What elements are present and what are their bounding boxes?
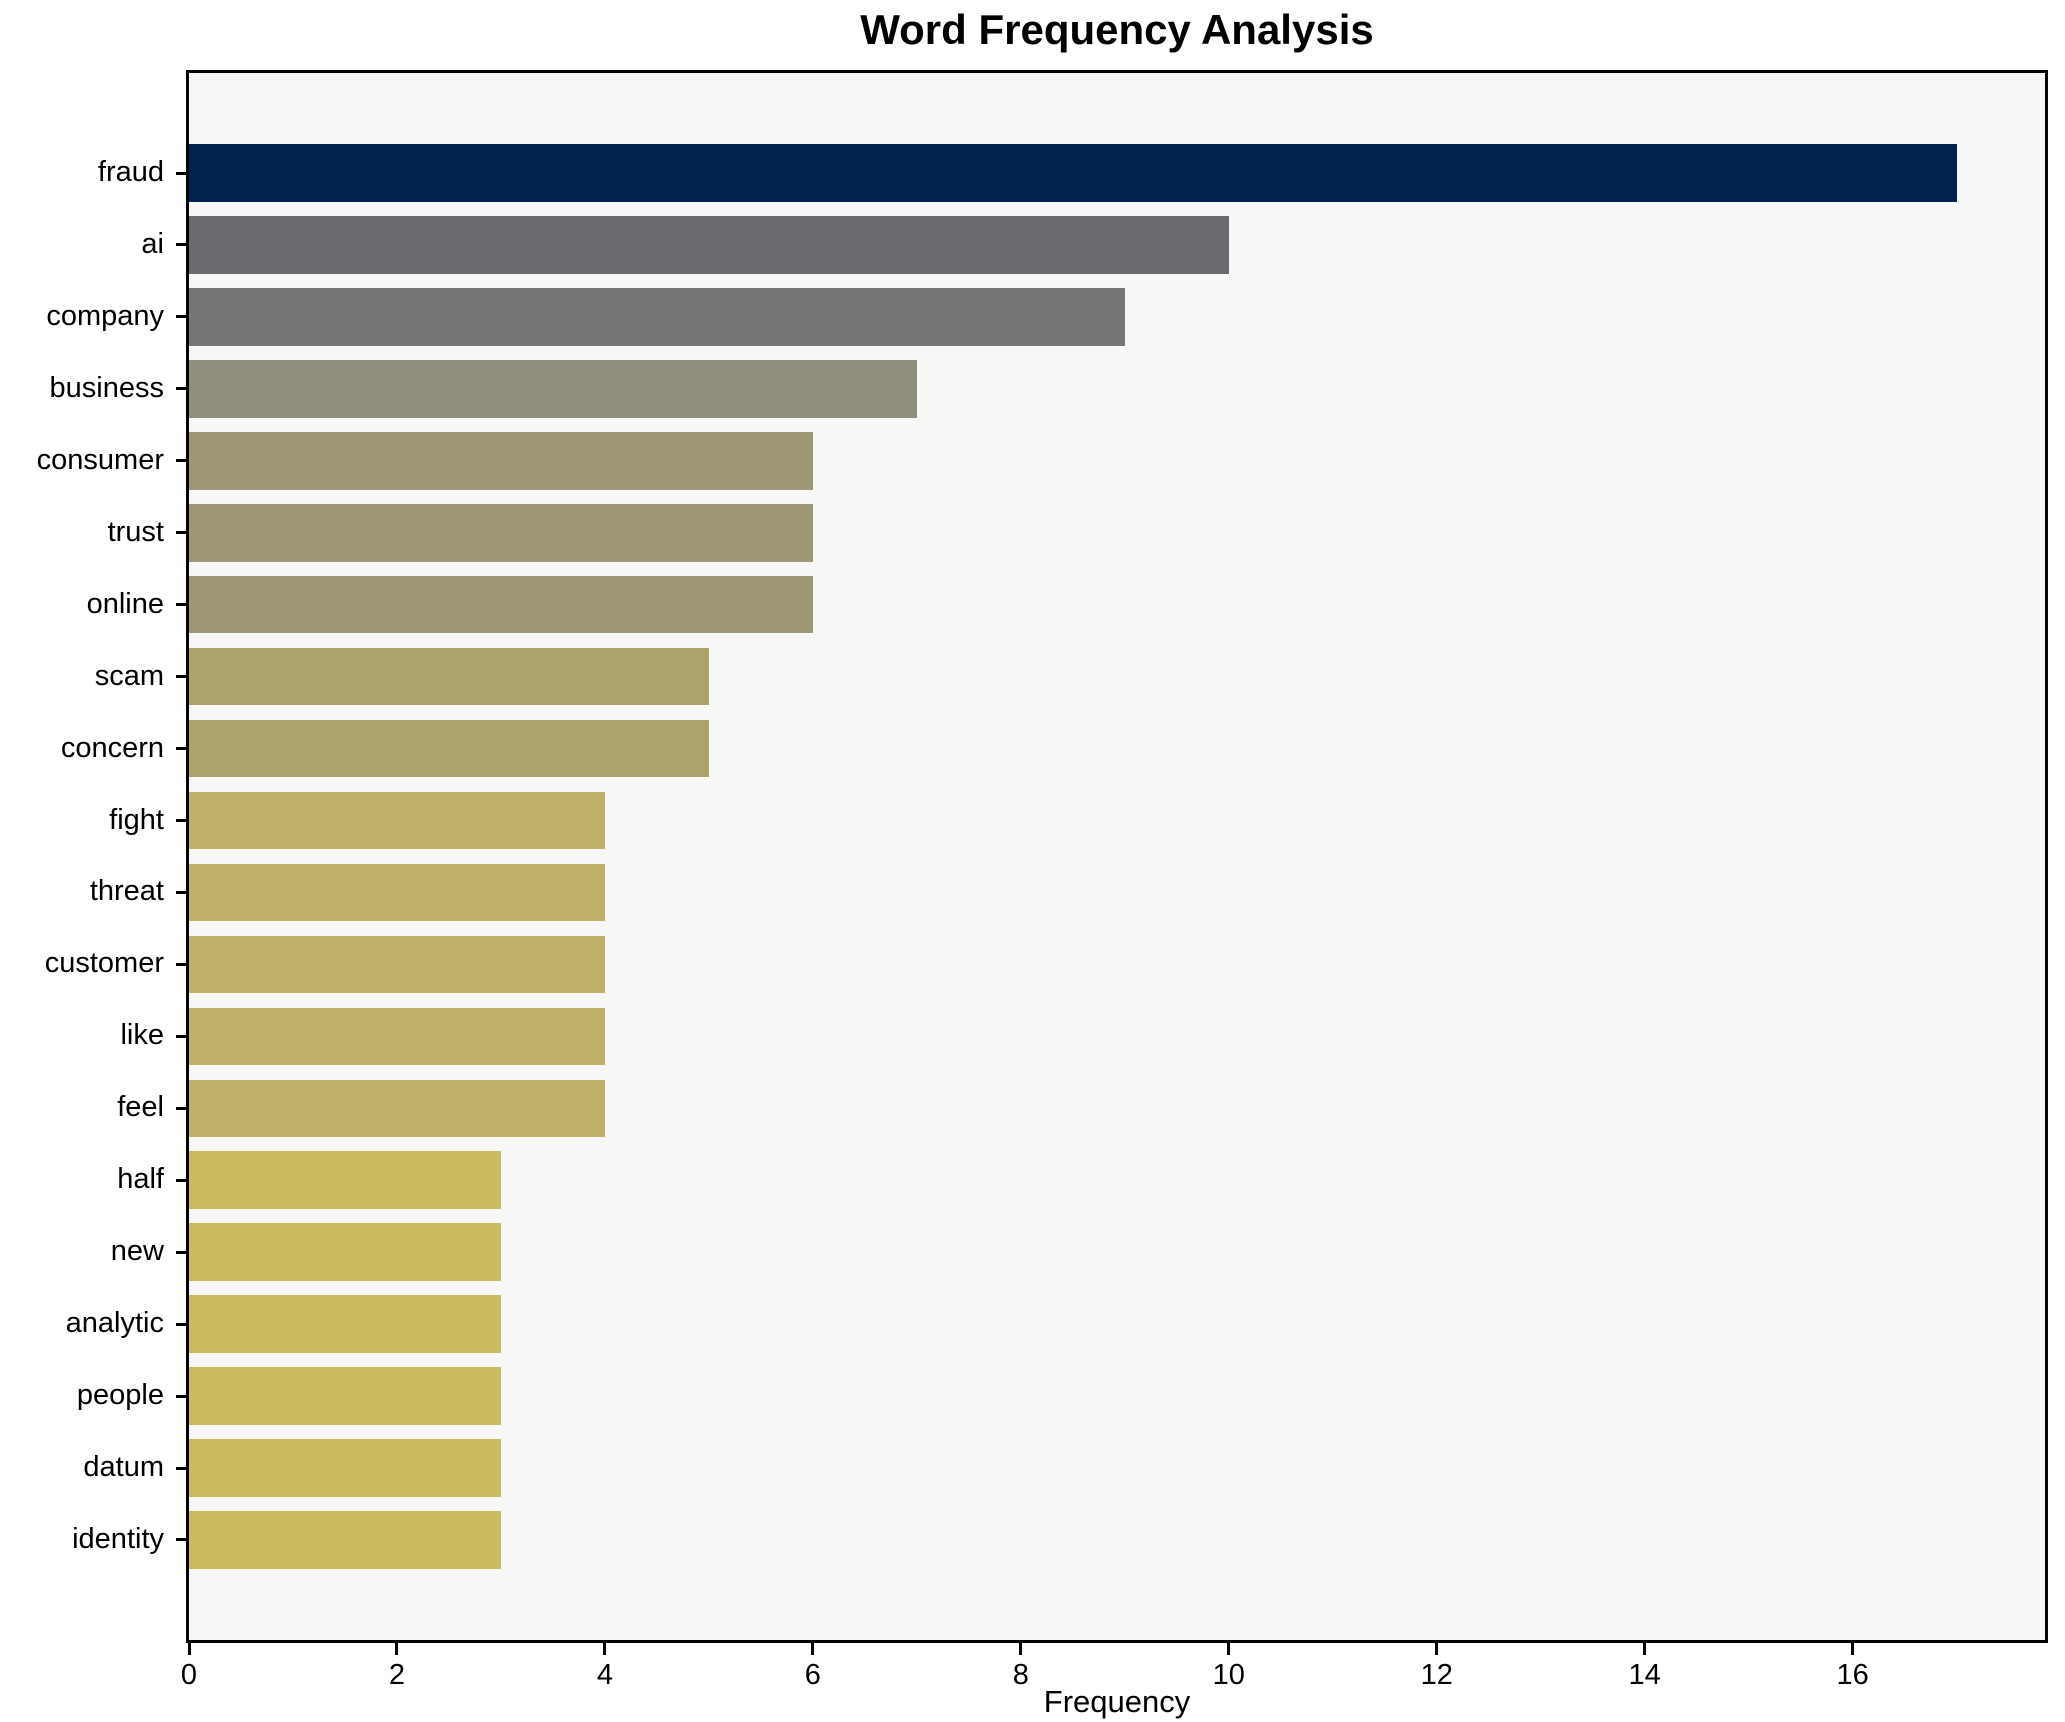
x-tick-mark (1227, 1643, 1231, 1655)
y-tick-label-fraud: fraud (97, 156, 164, 188)
y-tick-mark (176, 675, 186, 679)
y-tick-mark (176, 1322, 186, 1326)
y-tick-mark (176, 531, 186, 535)
x-tick-label-2: 2 (388, 1659, 406, 1691)
x-tick-mark (811, 1643, 815, 1655)
y-tick-mark (176, 1394, 186, 1398)
bar-like (189, 1007, 605, 1066)
x-axis-title: Frequency (1043, 1684, 1191, 1719)
x-tick-mark (1019, 1643, 1023, 1655)
y-tick-label-ai: ai (141, 227, 164, 260)
y-tick-mark (176, 1250, 186, 1254)
y-tick-label-concern: concern (60, 731, 164, 764)
bar-trust (189, 503, 813, 562)
bar-half (189, 1151, 501, 1210)
bar-company (189, 288, 1125, 346)
plot-area (186, 70, 2048, 1643)
bar-concern (189, 719, 709, 778)
y-tick-label-company: company (46, 299, 164, 332)
y-tick-mark (176, 819, 186, 823)
bar-identity (189, 1511, 501, 1569)
bar-ai (189, 216, 1229, 274)
y-tick-label-new: new (110, 1235, 164, 1268)
y-tick-label-people: people (76, 1379, 164, 1412)
y-tick-mark (176, 747, 186, 751)
x-tick-mark (1435, 1643, 1439, 1655)
bar-datum (189, 1439, 501, 1497)
y-tick-mark (176, 890, 186, 894)
x-tick-label-8: 8 (1012, 1659, 1029, 1691)
x-tick-label-0: 0 (180, 1659, 198, 1691)
y-tick-mark (176, 1034, 186, 1038)
y-tick-mark (176, 387, 186, 391)
y-tick-label-datum: datum (83, 1451, 164, 1484)
bar-scam (189, 647, 709, 706)
x-tick-mark (603, 1643, 607, 1655)
bar-analytic (189, 1295, 501, 1353)
y-tick-mark (176, 1466, 186, 1470)
bar-people (189, 1367, 501, 1425)
y-tick-label-consumer: consumer (36, 443, 164, 476)
y-tick-label-threat: threat (89, 875, 164, 908)
bar-fraud (189, 144, 1957, 202)
y-tick-label-feel: feel (117, 1091, 164, 1124)
y-tick-label-trust: trust (107, 515, 164, 548)
y-tick-label-half: half (117, 1163, 164, 1196)
y-tick-mark (176, 1106, 186, 1110)
bar-online (189, 575, 813, 634)
y-tick-mark (176, 243, 186, 247)
y-tick-mark (176, 1538, 186, 1542)
y-tick-label-like: like (120, 1019, 164, 1052)
y-tick-mark (176, 459, 186, 463)
x-tick-label-16: 16 (1836, 1659, 1869, 1691)
y-tick-label-customer: customer (44, 947, 164, 980)
x-tick-label-4: 4 (596, 1659, 613, 1691)
x-tick-label-14: 14 (1628, 1659, 1661, 1691)
y-tick-mark (176, 962, 186, 966)
bar-new (189, 1223, 501, 1281)
y-tick-label-fight: fight (109, 803, 164, 836)
x-tick-mark (1851, 1643, 1855, 1655)
y-tick-mark (176, 1178, 186, 1182)
bar-fight (189, 791, 605, 850)
y-tick-label-identity: identity (72, 1522, 164, 1555)
x-tick-label-6: 6 (804, 1659, 821, 1691)
y-tick-label-analytic: analytic (65, 1307, 164, 1340)
y-tick-label-business: business (49, 371, 164, 404)
bar-business (189, 360, 917, 418)
y-tick-mark (176, 603, 186, 607)
x-tick-label-12: 12 (1420, 1659, 1453, 1691)
x-tick-mark (1643, 1643, 1647, 1655)
bar-consumer (189, 432, 813, 490)
y-tick-mark (176, 315, 186, 319)
bar-threat (189, 863, 605, 922)
y-tick-label-online: online (86, 587, 164, 620)
bar-feel (189, 1079, 605, 1138)
x-tick-mark (395, 1643, 399, 1655)
x-tick-mark (187, 1643, 191, 1655)
x-tick-label-10: 10 (1212, 1659, 1245, 1691)
bar-customer (189, 935, 605, 994)
y-tick-mark (176, 171, 186, 175)
y-tick-label-scam: scam (94, 659, 164, 692)
chart-title: Word Frequency Analysis (860, 6, 1374, 53)
